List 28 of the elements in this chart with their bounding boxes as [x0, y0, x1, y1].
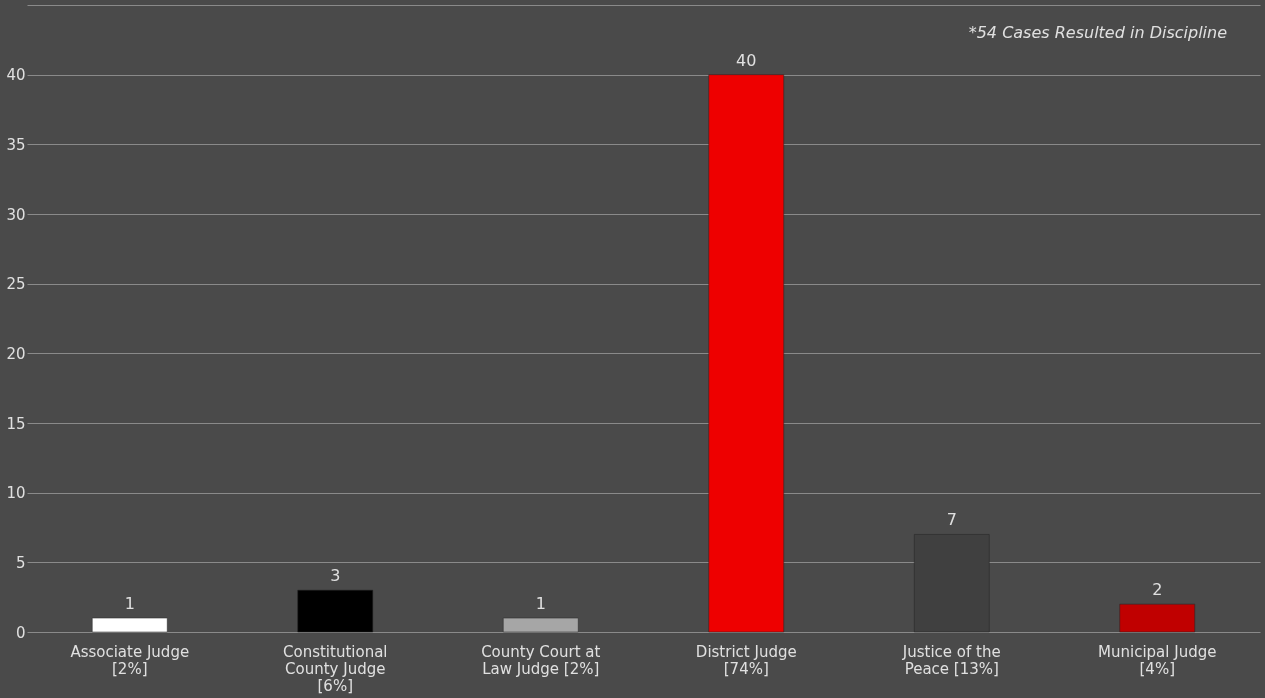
y-tick-label: 20 — [6, 344, 26, 363]
bar — [708, 74, 784, 633]
y-tick-label: 30 — [6, 205, 26, 224]
data-label: 1 — [124, 594, 135, 614]
bar — [297, 589, 373, 633]
y-tick-label: 5 — [15, 553, 26, 572]
data-label: 7 — [946, 510, 957, 530]
bar — [1119, 603, 1195, 633]
x-tick-label: Municipal Judge [4%] — [1098, 642, 1217, 678]
annotation: *54 Cases Resulted in Discipline — [968, 23, 1228, 42]
x-tick-label: Constitutional County Judge [6%] — [282, 642, 388, 695]
x-tick-label: District Judge [74%] — [695, 642, 797, 678]
x-tick-label: Justice of the Peace [13%] — [901, 642, 1001, 678]
data-label: 3 — [330, 566, 341, 586]
y-tick-label: 10 — [6, 484, 26, 503]
bar — [503, 617, 579, 633]
data-label: 40 — [736, 50, 757, 70]
y-tick-label: 15 — [6, 414, 26, 433]
x-tick-label: County Court at Law Judge [2%] — [481, 642, 601, 678]
data-label: 2 — [1152, 580, 1163, 600]
bar — [914, 534, 990, 633]
x-tick-label: Associate Judge [2%] — [70, 642, 190, 678]
y-tick-label: 25 — [6, 275, 26, 294]
bar — [92, 617, 168, 633]
y-tick-label: 40 — [6, 66, 26, 85]
data-label: 1 — [535, 594, 546, 614]
y-tick-label: 35 — [6, 135, 26, 154]
y-tick-label: 0 — [15, 623, 26, 642]
